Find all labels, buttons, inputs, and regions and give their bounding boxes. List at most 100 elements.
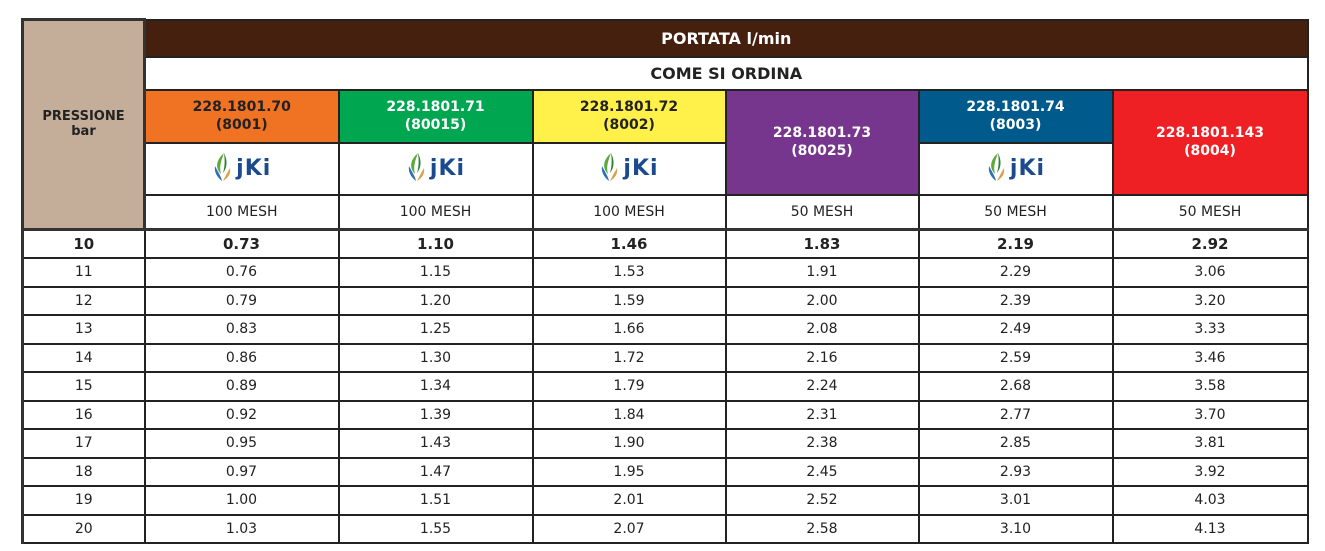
product-ref: (8002) (603, 117, 655, 133)
flow-value: 1.83 (724, 227, 920, 259)
flow-value: 2.52 (724, 485, 920, 516)
product-code-cell: 228.1801.74 (8003) (917, 88, 1114, 144)
pressure-value: 14 (21, 342, 146, 373)
flow-value: 2.49 (917, 314, 1114, 345)
table-row: 12 0.79 1.20 1.59 2.00 2.39 3.20 (21, 285, 1309, 316)
pressure-value: 19 (21, 485, 146, 516)
table-row: 19 1.00 1.51 2.01 2.52 3.01 4.03 (21, 485, 1309, 516)
flow-value: 2.77 (917, 399, 1114, 430)
flow-value: 2.93 (917, 456, 1114, 487)
brand-logo-cell: jKi (531, 141, 727, 196)
table-row: 14 0.86 1.30 1.72 2.16 2.59 3.46 (21, 342, 1309, 373)
flow-value: 0.92 (143, 399, 340, 430)
flow-value: 1.53 (531, 257, 727, 288)
table-row: 17 0.95 1.43 1.90 2.38 2.85 3.81 (21, 428, 1309, 459)
pressure-value: 12 (21, 285, 146, 316)
jki-logo: jKi (212, 152, 271, 186)
flow-value: 1.43 (337, 428, 534, 459)
flow-value: 1.91 (724, 257, 920, 288)
leaf-icon (212, 152, 234, 186)
brand-logo-cell: jKi (143, 141, 340, 196)
flow-value: 0.89 (143, 371, 340, 402)
flow-value: 1.46 (531, 227, 727, 259)
flow-value: 2.92 (1111, 227, 1309, 259)
flow-value: 1.72 (531, 342, 727, 373)
flow-value: 1.84 (531, 399, 727, 430)
product-code-cell: 228.1801.71 (80015) (337, 88, 534, 144)
flow-value: 2.85 (917, 428, 1114, 459)
flow-value: 0.79 (143, 285, 340, 316)
table-row: 10 0.73 1.10 1.46 1.83 2.19 2.92 (21, 227, 1309, 259)
product-code: 228.1801.72 (579, 99, 679, 115)
product-ref: (8003) (989, 117, 1042, 133)
flow-value: 1.55 (337, 513, 534, 544)
flow-rate-table: PRESSIONE bar PORTATA l/min COME SI ORDI… (21, 18, 1309, 544)
logo-text: jKi (1009, 156, 1046, 181)
pressure-value: 17 (21, 428, 146, 459)
product-code: 228.1801.70 (192, 99, 291, 115)
flow-value: 2.38 (724, 428, 920, 459)
logo-text: jKi (623, 156, 659, 181)
leaf-icon (599, 152, 621, 186)
table-row: 11 0.76 1.15 1.53 1.91 2.29 3.06 (21, 257, 1309, 288)
flow-value: 3.33 (1111, 314, 1309, 345)
pressure-value: 16 (21, 399, 146, 430)
mesh-cell: 100 MESH (143, 193, 340, 230)
product-code: 228.1801.74 (966, 99, 1065, 115)
flow-value: 1.15 (337, 257, 534, 288)
product-ref: (8004) (1184, 143, 1236, 159)
pressure-value: 11 (21, 257, 146, 288)
flow-value: 1.47 (337, 456, 534, 487)
product-code: 228.1801.73 (772, 125, 872, 141)
flow-value: 1.59 (531, 285, 727, 316)
flow-value: 3.92 (1111, 456, 1309, 487)
flow-value: 1.39 (337, 399, 534, 430)
flow-value: 2.01 (531, 485, 727, 516)
mesh-cell: 100 MESH (531, 193, 727, 230)
mesh-cell: 100 MESH (337, 193, 534, 230)
flow-value: 1.95 (531, 456, 727, 487)
flow-value: 0.97 (143, 456, 340, 487)
product-code-cell: 228.1801.73 (80025) (724, 88, 920, 196)
product-code: 228.1801.143 (1155, 125, 1265, 141)
flow-value: 1.79 (531, 371, 727, 402)
flow-value: 2.08 (724, 314, 920, 345)
product-code: 228.1801.71 (386, 99, 485, 115)
flow-value: 0.73 (143, 227, 340, 259)
flow-value: 3.70 (1111, 399, 1309, 430)
product-ref: (80025) (791, 143, 853, 159)
flow-value: 1.66 (531, 314, 727, 345)
flow-value: 1.90 (531, 428, 727, 459)
flow-value: 2.00 (724, 285, 920, 316)
brand-logo-cell: jKi (337, 141, 534, 196)
order-title: COME SI ORDINA (143, 55, 1309, 91)
flow-value: 1.25 (337, 314, 534, 345)
flow-value: 1.20 (337, 285, 534, 316)
flow-value: 3.01 (917, 485, 1114, 516)
flow-value: 0.76 (143, 257, 340, 288)
flow-value: 1.10 (337, 227, 534, 259)
flow-value: 3.10 (917, 513, 1114, 544)
flow-value: 2.29 (917, 257, 1114, 288)
jki-logo: jKi (406, 152, 465, 186)
flow-value: 1.30 (337, 342, 534, 373)
table-row: 18 0.97 1.47 1.95 2.45 2.93 3.92 (21, 456, 1309, 487)
flow-value: 3.81 (1111, 428, 1309, 459)
pressure-label: PRESSIONE (42, 109, 125, 125)
product-ref: (8001) (215, 117, 268, 133)
flow-value: 1.51 (337, 485, 534, 516)
leaf-icon (406, 152, 428, 186)
pressure-value: 15 (21, 371, 146, 402)
flow-value: 3.46 (1111, 342, 1309, 373)
product-code-cell: 228.1801.143 (8004) (1111, 88, 1309, 196)
pressure-value: 20 (21, 513, 146, 544)
pressure-unit: bar (71, 124, 96, 140)
flow-value: 3.58 (1111, 371, 1309, 402)
flow-value: 3.06 (1111, 257, 1309, 288)
mesh-cell: 50 MESH (917, 193, 1114, 230)
flow-value: 1.00 (143, 485, 340, 516)
logo-text: jKi (236, 156, 272, 181)
flow-value: 2.07 (531, 513, 727, 544)
table-row: 15 0.89 1.34 1.79 2.24 2.68 3.58 (21, 371, 1309, 402)
table-row: 20 1.03 1.55 2.07 2.58 3.10 4.13 (21, 513, 1309, 544)
